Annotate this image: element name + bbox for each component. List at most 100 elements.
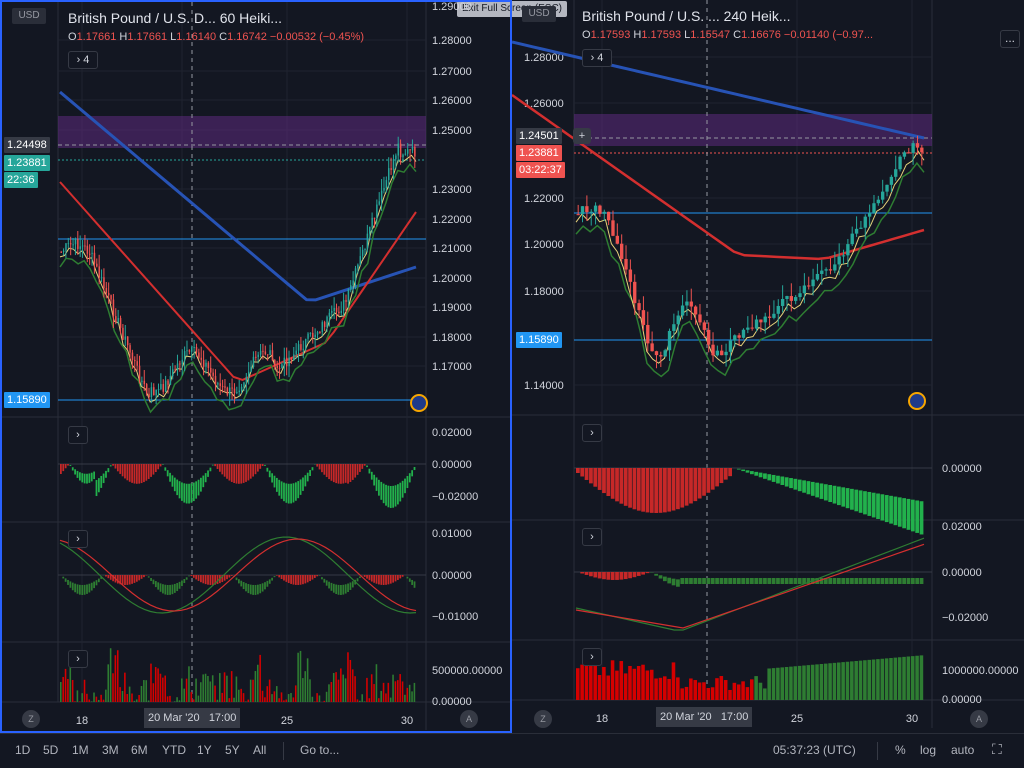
range-1y-button[interactable]: 1Y <box>197 743 212 757</box>
histogram-bar <box>209 467 212 472</box>
pane-collapse-button[interactable]: › <box>68 426 88 444</box>
range-5y-button[interactable]: 5Y <box>225 743 240 757</box>
price-tick-label: 1.22000 <box>432 214 472 226</box>
osc-tick-label: −0.01000 <box>432 611 478 623</box>
histogram-bar <box>610 572 615 580</box>
histogram-bar <box>152 464 155 475</box>
histogram-bar <box>126 575 129 585</box>
more-options-button[interactable]: ... <box>1000 30 1020 48</box>
histogram-bar <box>789 578 793 584</box>
histogram-bar <box>221 575 224 583</box>
range-6m-button[interactable]: 6M <box>131 743 148 757</box>
resistance-zone <box>574 114 932 146</box>
histogram-bar <box>706 578 711 584</box>
histogram-bar <box>337 584 340 595</box>
auto-toggle[interactable]: auto <box>951 743 975 757</box>
range-ytd-button[interactable]: YTD <box>162 743 186 757</box>
histogram-bar <box>88 473 91 483</box>
chart-panel-60[interactable]: 1.28000 1.27000 1.26000 1.25000 1.23000 1.220… <box>0 0 512 733</box>
volume-bar <box>715 678 719 700</box>
candle-body <box>637 303 641 311</box>
candle-body <box>122 327 124 340</box>
candle-body <box>409 149 411 151</box>
histogram-bar <box>584 572 589 575</box>
volume-bar <box>162 677 164 702</box>
range-3m-button[interactable]: 3M <box>102 743 119 757</box>
histogram-bar <box>408 473 411 483</box>
volume-bar <box>649 669 654 700</box>
histogram-bar <box>710 468 715 490</box>
range-1m-button[interactable]: 1M <box>72 743 89 757</box>
range-5d-button[interactable]: 5D <box>43 743 59 757</box>
indicators-collapse-button[interactable]: › 4 <box>582 49 612 67</box>
volume-bar <box>723 680 728 700</box>
goto-button[interactable]: Go to... <box>300 743 340 757</box>
candle-body <box>359 256 362 265</box>
osc-tick-label: −0.02000 <box>432 491 478 503</box>
volume-bar <box>876 659 880 700</box>
histogram-bar <box>176 479 179 496</box>
histogram-bar <box>680 578 685 584</box>
volume-bar <box>802 665 806 700</box>
uk-flag-icon[interactable] <box>908 392 926 410</box>
pane-collapse-button[interactable]: › <box>582 424 602 442</box>
chart-panel-240[interactable]: 1.28000 1.26000 1.22000 1.20000 1.18000 1.140… <box>512 0 1024 733</box>
histogram-bar <box>188 483 190 504</box>
zoom-reset-button[interactable]: Z <box>534 710 552 728</box>
candle-body <box>693 306 698 315</box>
histogram-bar <box>858 490 863 513</box>
histogram-bar <box>680 468 685 508</box>
histogram-bar <box>228 464 231 481</box>
volume-bar <box>819 664 824 700</box>
range-1d-button[interactable]: 1D <box>15 743 31 757</box>
utc-clock[interactable]: 05:37:23 (UTC) <box>773 743 856 757</box>
volume-bar <box>271 694 273 702</box>
histogram-bar <box>154 581 157 588</box>
candle-body <box>112 299 115 317</box>
log-toggle[interactable]: log <box>920 743 937 757</box>
zoom-reset-button[interactable]: Z <box>22 710 40 728</box>
candle-body <box>881 191 885 200</box>
candle-body <box>293 354 295 361</box>
symbol-title[interactable]: British Pound / U.S. D... 60 Heiki... <box>68 10 282 26</box>
fullscreen-icon[interactable]: ⛶ <box>992 741 1002 757</box>
candle-body <box>117 318 119 323</box>
pane-collapse-button[interactable]: › <box>68 530 88 548</box>
candle-body <box>107 293 110 296</box>
histogram-bar <box>736 578 741 584</box>
add-alert-button[interactable]: + <box>573 128 591 144</box>
indicators-collapse-button[interactable]: › 4 <box>68 51 98 69</box>
symbol-title[interactable]: British Pound / U.S. ... 240 Heik... <box>582 8 791 24</box>
histogram-bar <box>719 578 724 584</box>
histogram-bar <box>178 581 181 589</box>
histogram-bar <box>602 468 606 494</box>
histogram-bar <box>109 575 112 580</box>
histogram-bar <box>858 578 863 584</box>
histogram-bar <box>406 476 409 489</box>
candle-body <box>69 243 72 245</box>
pane-collapse-button[interactable]: › <box>582 648 602 666</box>
histogram-bar <box>854 489 859 512</box>
histogram-bar <box>797 479 802 492</box>
chart-canvas[interactable]: 1.28000 1.27000 1.26000 1.25000 1.23000 1.220… <box>2 2 510 731</box>
histogram-bar <box>275 477 278 492</box>
pane-collapse-button[interactable]: › <box>582 528 602 546</box>
candle-body <box>257 354 259 358</box>
volume-bar <box>828 663 832 700</box>
histogram-bar <box>124 464 126 479</box>
auto-scale-button[interactable]: A <box>970 710 988 728</box>
volume-bar <box>373 684 375 702</box>
histogram-bar <box>100 576 103 579</box>
range-all-button[interactable]: All <box>253 743 267 757</box>
histogram-bar <box>202 475 205 488</box>
histogram-bar <box>299 479 302 495</box>
percent-toggle[interactable]: % <box>895 743 906 757</box>
auto-scale-button[interactable]: A <box>460 710 478 728</box>
volume-bar <box>580 664 584 700</box>
histogram-bar <box>406 576 409 579</box>
histogram-bar <box>245 464 247 482</box>
pane-collapse-button[interactable]: › <box>68 650 88 668</box>
price-tick-label: 1.17000 <box>432 361 472 373</box>
chart-canvas[interactable]: 1.28000 1.26000 1.22000 1.20000 1.18000 1.140… <box>512 0 1024 733</box>
uk-flag-icon[interactable] <box>410 394 428 412</box>
